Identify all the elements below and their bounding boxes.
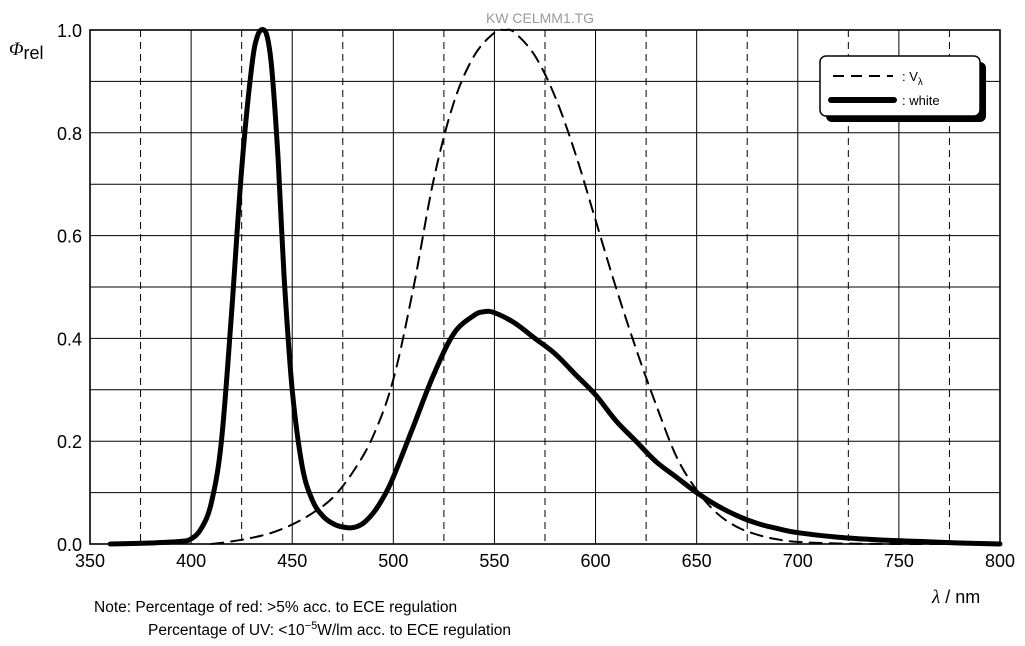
x-axis-symbol: λ — [931, 587, 940, 608]
y-tick-label: 1.0 — [57, 21, 82, 41]
note-red-percentage: Note: Percentage of red: >5% acc. to ECE… — [94, 599, 458, 616]
plot-frame — [89, 29, 1001, 545]
note-uv-prefix: Percentage of UV: <10 — [148, 622, 305, 640]
y-tick-label: 0.0 — [57, 535, 82, 555]
y-tick-label: 0.2 — [57, 432, 82, 452]
note-uv-suffix: W/lm acc. to ECE regulation — [317, 622, 512, 640]
x-tick-label: 800 — [985, 551, 1015, 571]
legend-label-white: : white — [902, 93, 940, 108]
x-tick-label: 650 — [682, 551, 712, 571]
x-tick-label: 500 — [378, 551, 408, 571]
y-axis-symbol: Φ — [9, 39, 23, 60]
x-tick-label: 350 — [75, 551, 105, 571]
tick-labels: 350 400 450 500 550 600 650 700 750 800 0.0 0.2 0.4 0… — [57, 21, 1015, 571]
series-layer — [107, 27, 1003, 547]
note-uv-percentage: Percentage of UV: <10−5W/lm acc. to ECE … — [94, 617, 511, 640]
series-line-vlambda — [210, 28, 961, 546]
y-axis-subscript: rel — [23, 43, 43, 63]
legend-label-vlambda-sub: λ — [918, 77, 923, 88]
x-tick-label: 400 — [176, 551, 206, 571]
y-axis-label: Φrel — [9, 39, 43, 63]
y-tick-label: 0.8 — [57, 124, 82, 144]
x-tick-label: 700 — [783, 551, 813, 571]
note-uv-exponent: −5 — [304, 620, 318, 632]
y-tick-label: 0.4 — [57, 329, 82, 349]
legend-label-vlambda-text: : V — [902, 69, 918, 84]
legend-label-vlambda: : Vλ — [902, 69, 923, 88]
legend-box — [819, 55, 981, 117]
watermark-label: KW CELMM1.TG — [486, 10, 594, 26]
x-tick-label: 550 — [479, 551, 509, 571]
x-tick-label: 450 — [277, 551, 307, 571]
legend: : Vλ : white — [819, 55, 986, 122]
x-axis-unit: / nm — [940, 587, 980, 607]
x-tick-label: 600 — [581, 551, 611, 571]
notes-block: Note: Percentage of red: >5% acc. to ECE… — [94, 598, 511, 640]
series-line-white — [107, 27, 1003, 547]
x-axis-label: λ / nm — [931, 587, 980, 608]
y-tick-label: 0.6 — [57, 227, 82, 247]
x-tick-label: 750 — [884, 551, 914, 571]
